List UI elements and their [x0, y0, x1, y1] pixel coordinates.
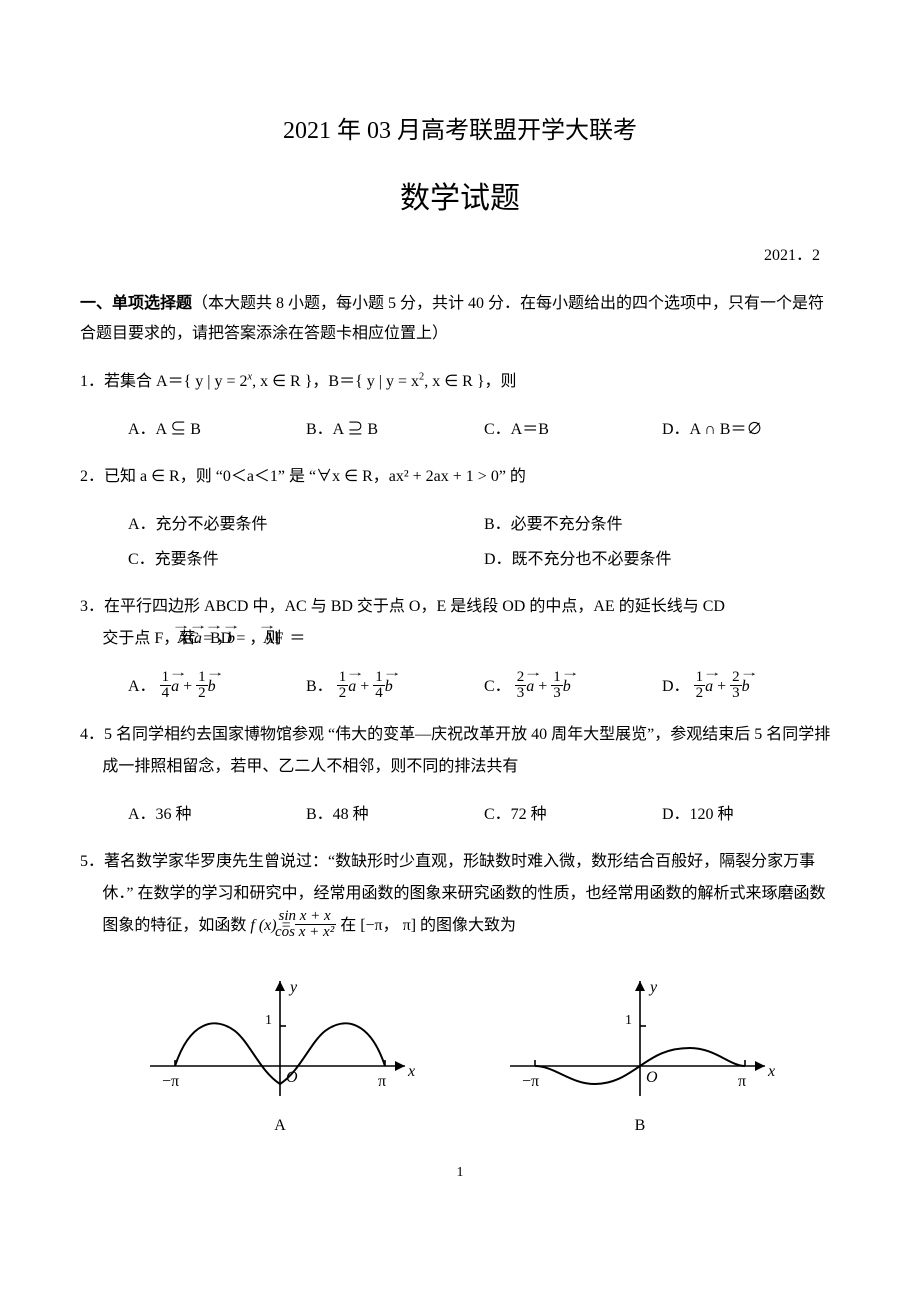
q2-opt-d: D．既不充分也不必要条件 [484, 542, 840, 577]
svg-text:−π: −π [162, 1073, 179, 1090]
q1-opt-d: D．A ∩ B＝∅ [662, 412, 840, 447]
title-main: 2021 年 03 月高考联盟开学大联考 [80, 110, 840, 145]
page-number: 1 [80, 1165, 840, 1181]
section-heading: 一、单项选择题（本大题共 8 小题，每小题 5 分，共计 40 分．在每小题给出… [80, 289, 840, 350]
q2-opt-c: C．充要条件 [128, 542, 484, 577]
q5-plot-labels: A B [80, 1117, 840, 1135]
q3-opt-b: B． 12a + 14b [306, 669, 484, 704]
q4-opt-d: D．120 种 [662, 797, 840, 832]
q2-num: 2． [80, 468, 104, 485]
question-5: 5．著名数学家华罗庚先生曾说过：“数缺形时少直观，形缺数时难入微，数形结合百般好… [80, 846, 840, 942]
q3-opt-d: D． 12a + 23b [662, 669, 840, 704]
svg-text:x: x [407, 1063, 415, 1080]
q2-opt-b: B．必要不充分条件 [484, 507, 840, 542]
q5-num: 5． [80, 853, 104, 870]
q4-opt-c: C．72 种 [484, 797, 662, 832]
q2-text: 已知 a ∈ R，则 “0＜a＜1” 是 “∀x ∈ R，ax² + 2ax +… [104, 468, 526, 485]
plot-A: y x 1 O −π π [140, 966, 420, 1111]
q1-num: 1． [80, 373, 104, 390]
svg-text:y: y [288, 979, 298, 996]
section-desc: （本大题共 8 小题，每小题 5 分，共计 40 分．在每小题给出的四个选项中，… [80, 295, 824, 342]
q1-opt-b: B．A ⊇ B [306, 412, 484, 447]
q1-text: 若集合 A＝{ y | y = 2x, x ∈ R }，B＝{ y | y = … [104, 373, 517, 390]
question-3: 3．在平行四边形 ABCD 中，AC 与 BD 交于点 O，E 是线段 OD 的… [80, 591, 840, 655]
svg-text:1: 1 [625, 1013, 632, 1028]
title-sub: 数学试题 [80, 173, 840, 217]
plot-label-A: A [140, 1117, 420, 1135]
q4-num: 4． [80, 726, 104, 743]
q1-opt-a: A．A ⊆ B [128, 412, 306, 447]
plot-B-svg: y x 1 O −π π [500, 966, 780, 1106]
q3-text: 在平行四边形 ABCD 中，AC 与 BD 交于点 O，E 是线段 OD 的中点… [102, 598, 725, 647]
q3-opt-a: A． 14a + 12b [128, 669, 306, 704]
q2-opt-a: A．充分不必要条件 [128, 507, 484, 542]
svg-text:x: x [767, 1063, 775, 1080]
q3-options: A． 14a + 12b B． 12a + 14b C． 23a + 13b D… [80, 669, 840, 704]
q4-text: 5 名同学相约去国家博物馆参观 “伟大的变革—庆祝改革开放 40 周年大型展览”… [102, 726, 830, 775]
plot-A-svg: y x 1 O −π π [140, 966, 420, 1106]
question-1: 1．若集合 A＝{ y | y = 2x, x ∈ R }，B＝{ y | y … [80, 366, 840, 398]
q4-options: A．36 种 B．48 种 C．72 种 D．120 种 [80, 797, 840, 832]
plot-B: y x 1 O −π π [500, 966, 780, 1111]
q5-plots: y x 1 O −π π y x 1 O [80, 956, 840, 1111]
question-2: 2．已知 a ∈ R，则 “0＜a＜1” 是 “∀x ∈ R，ax² + 2ax… [80, 461, 840, 493]
section-label: 一、单项选择题 [80, 295, 192, 312]
q1-options: A．A ⊆ B B．A ⊇ B C．A＝B D．A ∩ B＝∅ [80, 412, 840, 447]
q4-opt-b: B．48 种 [306, 797, 484, 832]
q3-opt-c: C． 23a + 13b [484, 669, 662, 704]
q1-opt-c: C．A＝B [484, 412, 662, 447]
q5-text: 著名数学家华罗庚先生曾说过：“数缺形时少直观，形缺数时难入微，数形结合百般好，隔… [102, 853, 825, 934]
svg-text:−π: −π [522, 1073, 539, 1090]
page: 2021 年 03 月高考联盟开学大联考 数学试题 2021．2 一、单项选择题… [0, 0, 920, 1221]
plot-label-B: B [500, 1117, 780, 1135]
q3-num: 3． [80, 598, 104, 615]
question-4: 4．5 名同学相约去国家博物馆参观 “伟大的变革—庆祝改革开放 40 周年大型展… [80, 719, 840, 783]
svg-text:1: 1 [265, 1013, 272, 1028]
svg-text:O: O [646, 1069, 658, 1086]
svg-text:π: π [378, 1073, 386, 1090]
q4-opt-a: A．36 种 [128, 797, 306, 832]
svg-text:π: π [738, 1073, 746, 1090]
svg-text:y: y [648, 979, 658, 996]
q2-options: A．充分不必要条件 B．必要不充分条件 C．充要条件 D．既不充分也不必要条件 [80, 507, 840, 577]
date-right: 2021．2 [80, 241, 840, 265]
